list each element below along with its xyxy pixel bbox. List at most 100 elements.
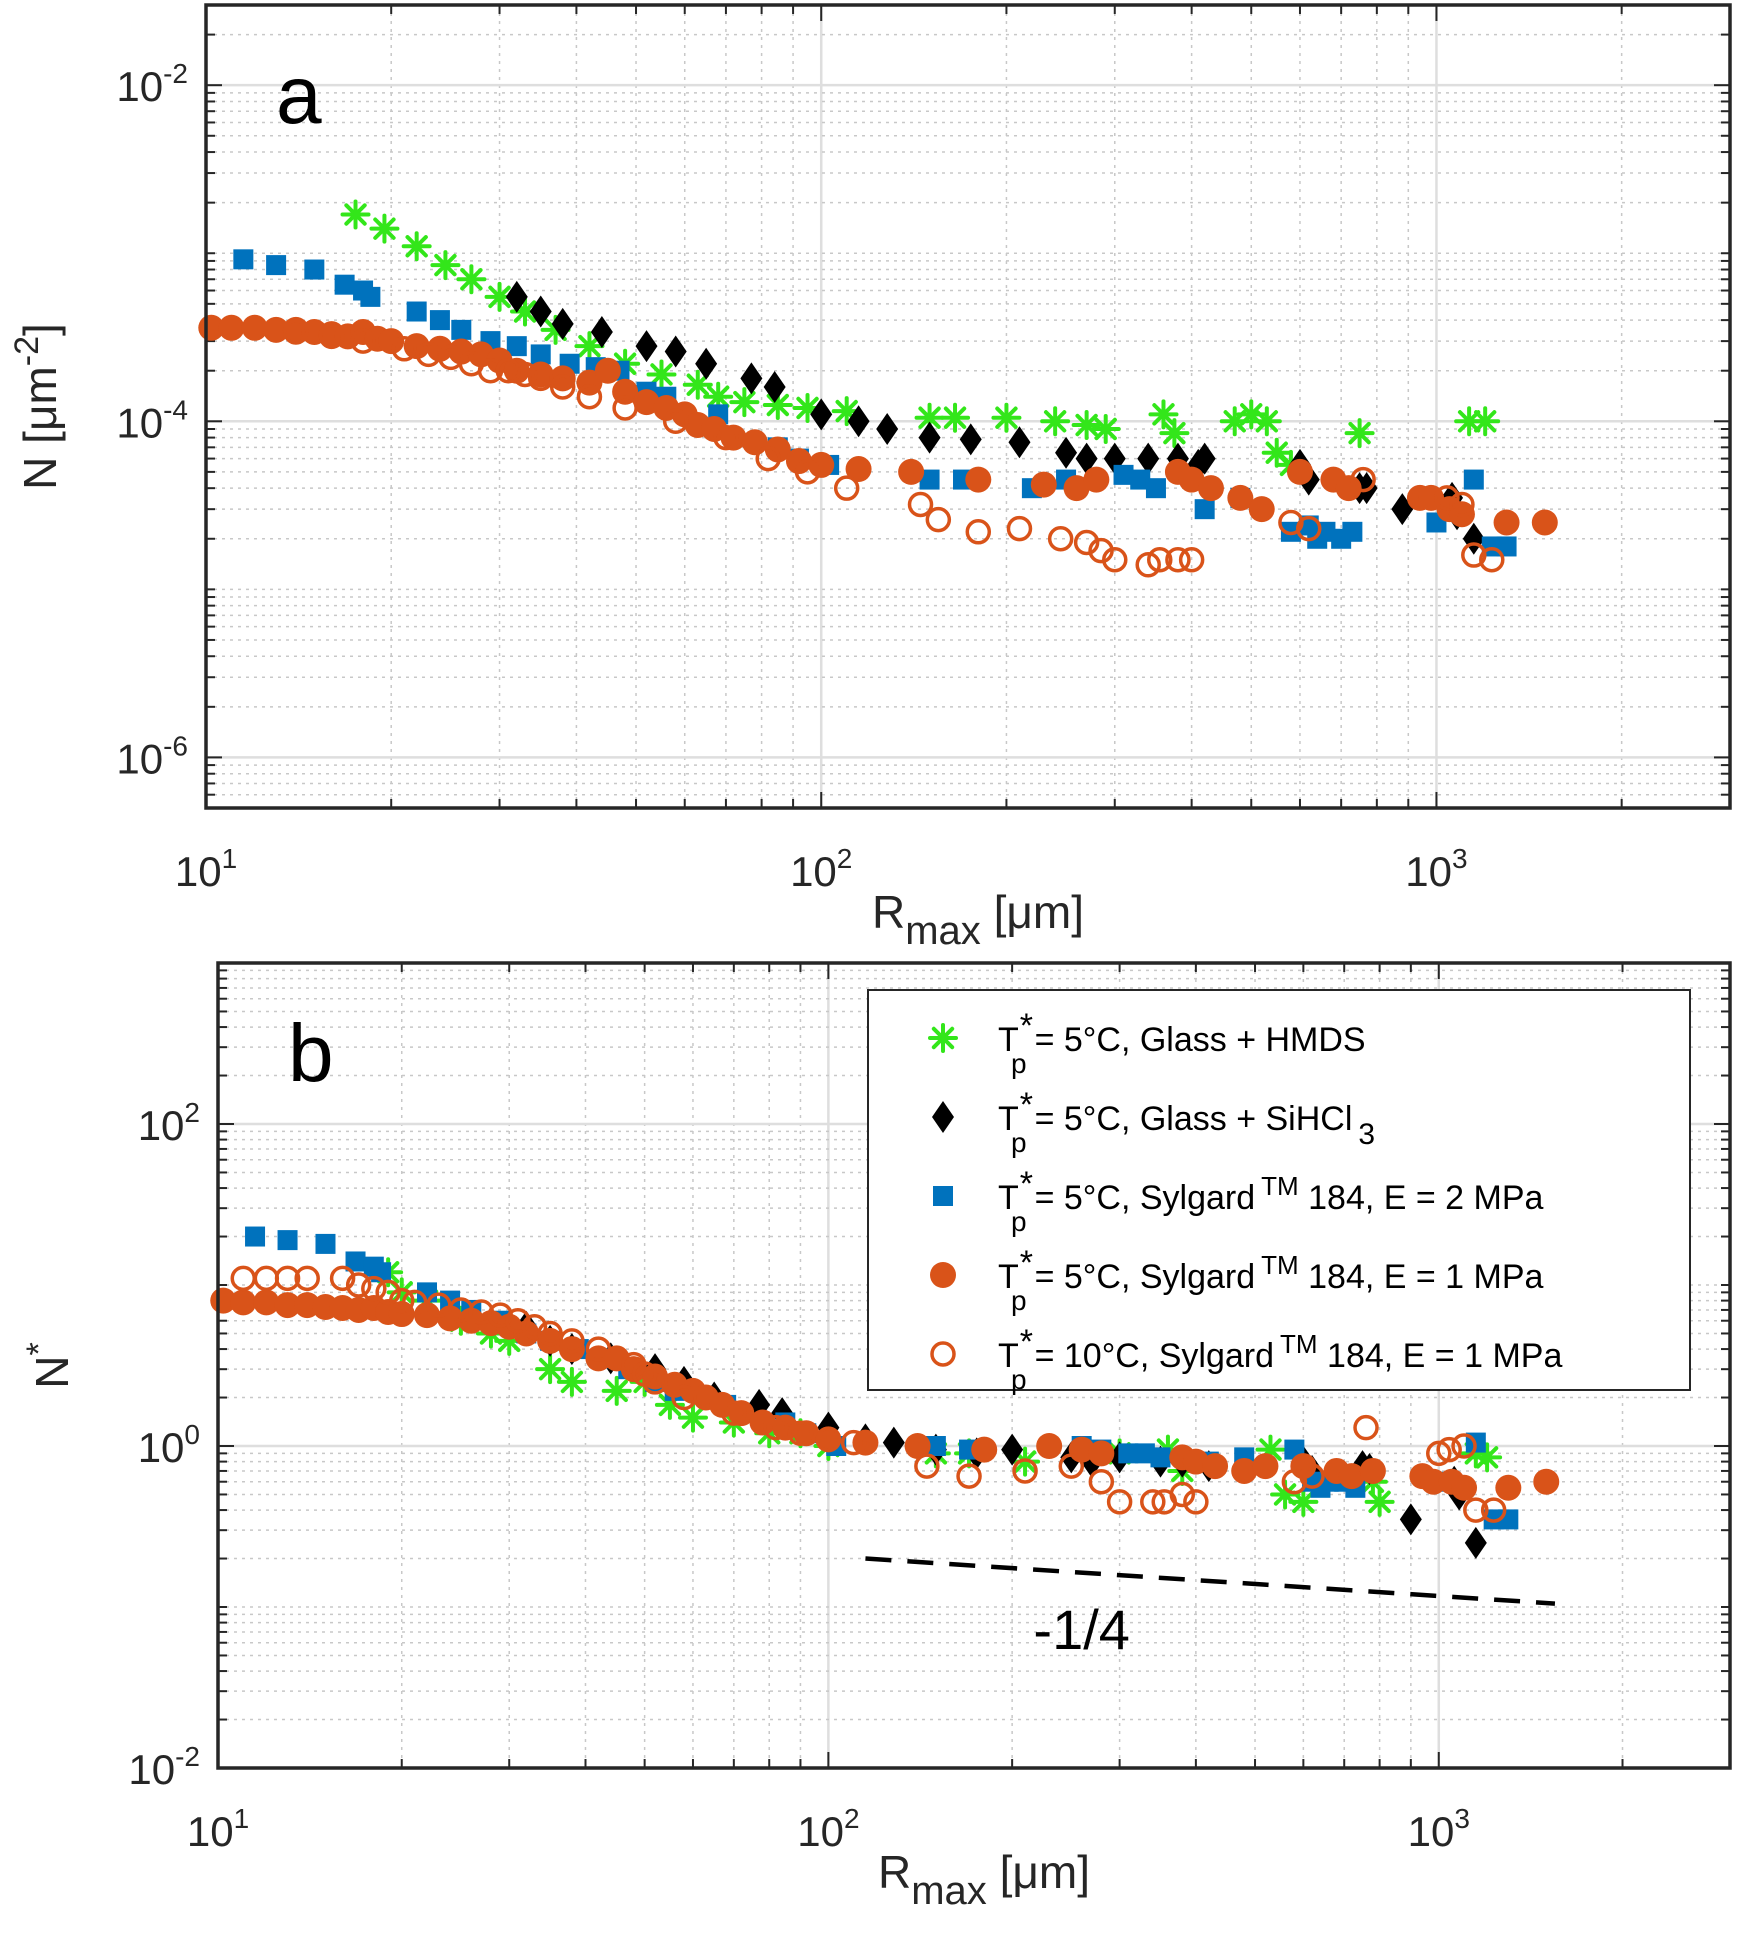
tick-exponent: -2 [163, 58, 188, 89]
data-point [662, 408, 689, 435]
x-tick-label: 103 [1405, 843, 1467, 895]
star-arm [513, 300, 537, 323]
legend-label: T* p = 5°C, Glass + SiHCl 3 [998, 1086, 1375, 1158]
star-arm [1255, 410, 1279, 433]
data-point [612, 395, 638, 421]
data-point [1150, 1447, 1171, 1468]
x-tick-label: 101 [175, 843, 237, 895]
star-arm [578, 334, 601, 358]
star-arm [1043, 410, 1067, 433]
data-point [549, 374, 576, 400]
data-point [345, 1272, 372, 1298]
x-tick-label: 102 [797, 1803, 859, 1855]
data-point [266, 255, 287, 276]
legend-sub: p [1011, 1127, 1027, 1158]
legend-text: = 5°C, Sylgard [1035, 1258, 1256, 1296]
data-point [633, 389, 660, 416]
data-point [940, 402, 971, 433]
data-point [1145, 478, 1166, 499]
tick-base: 10 [1408, 1808, 1455, 1855]
data-point [971, 1436, 998, 1463]
star-arm [1163, 421, 1186, 445]
data-point [713, 424, 739, 451]
data-point [695, 347, 718, 380]
data-point [740, 362, 763, 395]
data-point [253, 1289, 280, 1316]
data-point [414, 1302, 441, 1329]
tick-base: 10 [138, 1102, 185, 1149]
star-arm [796, 396, 819, 420]
data-point [1281, 1468, 1308, 1495]
data-point [1165, 547, 1191, 573]
data-point [1252, 1453, 1279, 1480]
data-point [241, 314, 268, 341]
y-axis-label: N* [20, 1342, 78, 1388]
data-point [521, 1314, 548, 1340]
data-point [1090, 413, 1121, 444]
star-arm [1075, 413, 1098, 437]
grid [204, 4, 1731, 809]
tick-base: 10 [116, 399, 163, 446]
data-point [329, 1265, 356, 1292]
star-arm [1457, 410, 1481, 433]
data-point [574, 331, 605, 362]
data-point [576, 383, 603, 410]
data-point [918, 421, 941, 454]
data-point [1073, 529, 1100, 556]
legend-text: = 10°C, Sylgard [1035, 1337, 1274, 1375]
data-point [345, 1251, 366, 1272]
tick-exponent: 2 [184, 1097, 200, 1128]
data-point [741, 429, 768, 456]
data-point [369, 213, 400, 244]
y-label-sup: * [20, 1342, 58, 1355]
legend-t: T [998, 1337, 1019, 1375]
data-point [882, 1426, 905, 1459]
data-point [1140, 1489, 1166, 1515]
data-point [1531, 509, 1558, 536]
tick-base: 10 [138, 1424, 185, 1471]
star-arm [686, 373, 709, 396]
tick-exponent: -6 [163, 730, 188, 761]
star-arm [1265, 441, 1288, 464]
data-point [334, 274, 355, 295]
data-point [1202, 1453, 1229, 1480]
tick-exponent: 2 [837, 843, 853, 874]
data-point [1063, 475, 1090, 502]
legend-text-2: 184, E = 1 MPa [1299, 1258, 1544, 1296]
data-point [556, 1366, 587, 1397]
data-point [1102, 547, 1128, 573]
data-point [505, 280, 528, 313]
x-axis-label: Rmax [μm] [878, 1846, 1090, 1913]
data-point [1496, 536, 1517, 557]
tick-base: 10 [1405, 848, 1452, 895]
star-arm [605, 1379, 628, 1403]
star-arm [931, 1026, 955, 1050]
star-arm [560, 1370, 584, 1394]
data-point [1008, 426, 1031, 459]
data-point [1399, 1503, 1422, 1536]
legend-tm: TM [1280, 1329, 1318, 1359]
data-point [833, 475, 860, 501]
data-point [1295, 515, 1322, 542]
data-point [1251, 406, 1282, 437]
legend-text: = 5°C, Glass + HMDS [1035, 1021, 1366, 1059]
star-arm [918, 406, 941, 429]
data-point [1137, 442, 1160, 475]
data-point [1071, 410, 1102, 441]
data-point [388, 1287, 415, 1314]
data-point [263, 316, 290, 343]
data-point [537, 1320, 563, 1347]
data-point [810, 398, 833, 431]
data-point [764, 436, 791, 463]
legend-label: T* p = 5°C, Glass + HMDS [998, 1007, 1366, 1079]
data-point [1146, 547, 1173, 573]
star-arm [733, 390, 756, 414]
star-arm [650, 363, 673, 386]
data-point [274, 1292, 301, 1319]
data-point [959, 423, 982, 456]
data-point [1159, 418, 1190, 449]
data-point [720, 424, 747, 451]
data-point [458, 1307, 485, 1334]
legend-t: T [998, 1258, 1019, 1296]
